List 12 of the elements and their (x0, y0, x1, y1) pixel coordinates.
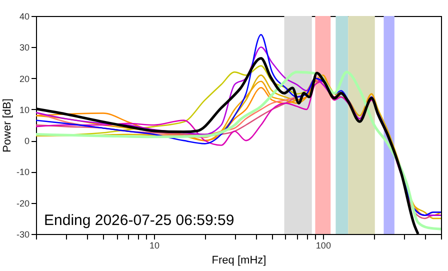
y-tick-label: -10 (16, 167, 30, 178)
annotation: Ending 2026-07-25 06:59:59 (44, 212, 234, 229)
x-tick-label: 100 (316, 240, 331, 250)
x-axis-title: Freq [mHz] (212, 254, 266, 266)
y-tick-label: 0 (24, 136, 30, 146)
y-tick-label: 40 (19, 12, 30, 22)
y-tick-label: 20 (19, 74, 30, 84)
y-tick-label: -30 (16, 230, 30, 240)
y-tick-label: 30 (19, 42, 30, 53)
y-tick-label: -20 (16, 198, 30, 208)
y-tick-label: 10 (19, 104, 30, 115)
y-axis-title: Power [dB] (1, 98, 14, 152)
